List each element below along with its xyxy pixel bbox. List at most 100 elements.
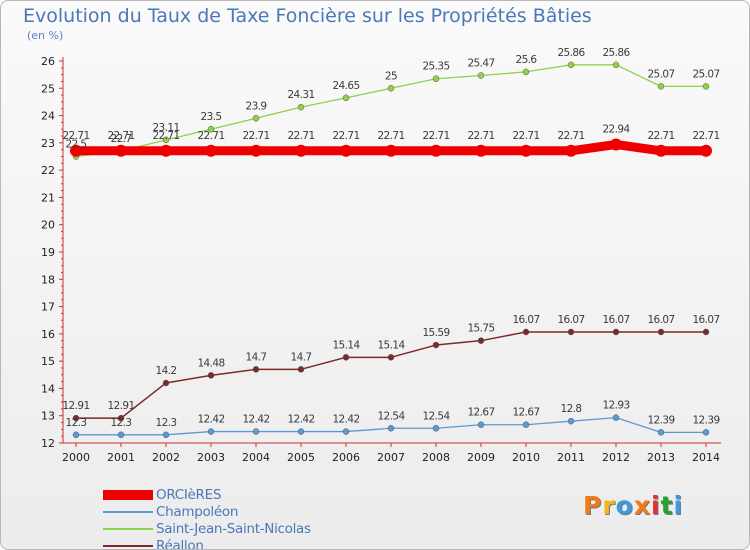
data-point [252,366,260,373]
legend-swatch [103,489,153,500]
data-label: 12.42 [287,414,314,426]
data-label: 22.71 [422,130,449,142]
data-point [702,429,710,436]
data-point [117,431,125,439]
data-point [657,83,665,90]
data-point [612,61,620,69]
data-label: 14.48 [197,357,224,369]
data-point [432,75,440,82]
y-tick-label: 22 [41,164,55,177]
data-point [702,83,710,90]
data-point [340,144,352,157]
data-label: 12.42 [197,414,224,426]
data-point [430,144,442,157]
data-point [432,425,440,432]
data-point [612,414,620,421]
data-point [565,144,577,157]
proxiti-logo: Proxiti [583,491,683,520]
data-label: 16.07 [512,314,539,326]
data-label: 22.71 [647,130,674,142]
data-point [72,414,80,422]
data-label: 22.71 [287,130,314,142]
x-tick-label: 2000 [62,451,90,464]
data-label: 12.42 [242,414,269,426]
data-point [475,144,487,157]
data-point [432,341,440,349]
logo-letter: r [602,491,616,520]
data-label: 22.94 [602,123,630,135]
data-point [702,328,710,336]
data-label: 12.67 [467,407,494,419]
data-point [297,103,305,111]
y-tick-label: 26 [41,55,55,68]
chart-title: Evolution du Taux de Taxe Foncière sur l… [23,5,592,27]
data-point [612,328,620,336]
data-label: 12.8 [561,403,582,415]
y-tick-label: 17 [41,301,55,314]
legend-swatch [103,544,153,547]
logo-letter: i [673,491,684,520]
data-point [700,144,712,157]
x-tick-label: 2011 [557,451,585,464]
data-label: 25.6 [516,54,538,66]
data-point [162,136,170,144]
data-label: 22.5 [66,139,87,151]
data-label: 15.59 [422,327,449,339]
y-tick-label: 18 [41,273,55,286]
data-point [387,354,395,361]
data-label: 12.3 [66,417,87,429]
logo-letter: x [633,491,651,520]
logo-letter: t [660,491,674,520]
data-point [115,144,127,157]
data-point [207,428,215,435]
data-point [70,144,82,157]
data-label: 15.14 [332,339,360,351]
data-label: 22.71 [152,130,179,142]
data-point [477,72,485,79]
line-chart: 12 13 14 15 16 17 18 19 20 21 22 23 24 25 26 2000 2001 20… [41,47,721,464]
data-point [522,328,530,336]
data-label: 23.9 [246,100,267,112]
data-label: 25.07 [647,68,674,80]
y-tick-label: 16 [41,328,55,341]
data-label: 15.14 [377,339,405,351]
legend-swatch [103,527,153,530]
data-point [250,144,262,157]
y-tick-label: 25 [41,82,55,95]
data-label: 22.71 [557,130,584,142]
data-point [657,429,665,436]
data-point [207,372,215,379]
x-tick-label: 2001 [107,451,135,464]
data-point [477,337,485,344]
data-label: 25.35 [422,61,449,73]
data-label: 12.91 [107,400,134,412]
data-point [297,428,305,435]
data-point [117,414,125,422]
data-point [385,144,397,157]
y-tick-label: 20 [41,219,55,232]
data-label: 22.71 [377,130,404,142]
legend-label: Champoléon [156,503,239,520]
data-label: 12.54 [422,410,450,422]
data-label: 12.91 [62,400,89,412]
legend-item: ORCIèRES [103,486,311,503]
data-point [252,115,260,122]
data-label: 24.65 [332,80,359,92]
data-label: 22.71 [197,130,224,142]
data-label: 12.3 [111,417,132,429]
data-point [522,421,530,428]
data-point [387,85,395,92]
logo-letter: i [651,491,661,520]
y-tick-label: 24 [41,110,55,123]
data-label: 25.47 [467,57,494,69]
data-point [610,138,622,151]
data-label: 16.07 [602,314,629,326]
data-label: 15.75 [467,323,494,335]
data-label: 14.7 [291,351,312,363]
data-label: 22.71 [332,130,359,142]
logo-letter: P [583,491,603,520]
data-point [520,144,532,157]
legend-swatch [103,510,153,513]
x-tick-label: 2008 [422,451,450,464]
